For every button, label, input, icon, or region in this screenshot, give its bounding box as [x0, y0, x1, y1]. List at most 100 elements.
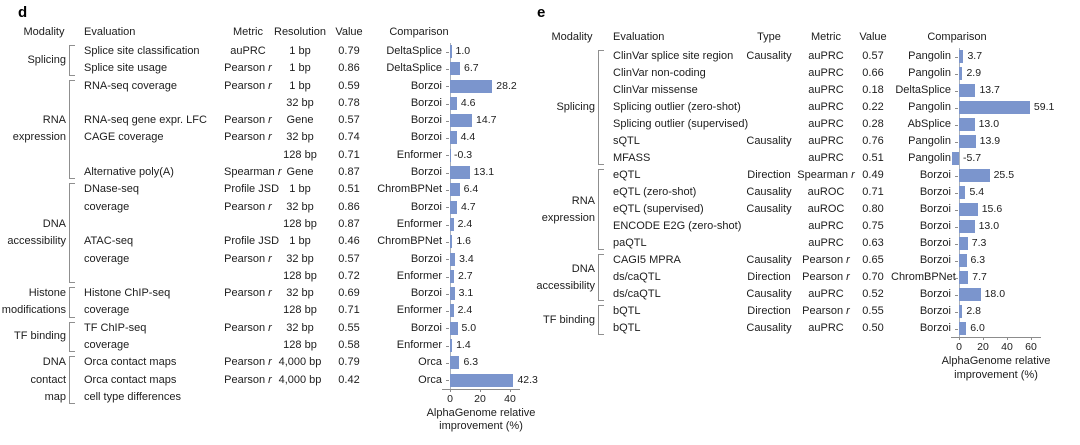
category-tick: [446, 86, 449, 88]
metric-cell: auPRC: [808, 288, 844, 300]
comparison-cell: Borzoi: [410, 166, 442, 179]
value-cell: 0.80: [862, 203, 884, 215]
panel-d-grid: Modality Evaluation Metric Resolution Value C…: [2, 22, 538, 432]
bar-value-label: 3.4: [459, 252, 474, 265]
evaluation-cell: coverage: [84, 304, 130, 317]
category-tick: [446, 345, 449, 347]
category-tick: [955, 243, 958, 245]
modality-label-text: DNA accessibility: [7, 217, 67, 248]
bar-row: -0.3: [442, 146, 532, 165]
evaluation-cell: ATAC-seq: [84, 235, 134, 248]
bar-row: 13.1: [442, 164, 532, 182]
panel-d: d Modality Evaluation Metric Resolution Valu…: [2, 0, 538, 432]
bar-value-label: 25.5: [993, 169, 1015, 181]
bar-row: 13.9: [951, 133, 1053, 150]
improvement-bar: [450, 131, 457, 145]
modality-label: DNA contact map: [10, 354, 66, 406]
bar-row: 7.7: [951, 269, 1053, 286]
evaluation-cell: TF ChIP-seq: [84, 321, 147, 334]
type-cell: Causality: [746, 203, 792, 215]
category-tick: [955, 175, 958, 177]
comparison-cell: Orca: [418, 356, 442, 369]
value-cell: 0.22: [862, 101, 884, 113]
evaluation-cell: Splicing outlier (supervised): [613, 118, 749, 130]
category-tick: [446, 155, 449, 157]
bar-row: 4.4: [442, 129, 532, 147]
improvement-bar: [450, 96, 457, 110]
comparison-cell: Borzoi: [919, 220, 951, 232]
group-bracket: [69, 45, 75, 76]
comparison-cell: Pangolin: [908, 50, 951, 62]
metric-cell: auROC: [807, 186, 845, 198]
improvement-bar: [959, 237, 968, 250]
resolution-cell: 4,000 bp: [278, 356, 322, 369]
bar-row: 42.3: [442, 371, 538, 389]
modality-label-text: TF binding: [543, 313, 595, 326]
x-axis-tick: [983, 337, 984, 340]
comparison-cell: Orca: [418, 373, 442, 386]
bar-value-label: 13.7: [979, 84, 1000, 96]
bar-value-label: 1.0: [455, 45, 471, 57]
comparison-cell: Borzoi: [410, 96, 442, 109]
bar-value-label: 6.3: [970, 254, 986, 266]
bar-row: 13.0: [951, 218, 1053, 235]
bar-value-label: 2.4: [457, 304, 473, 317]
figure-panels-d-e: d Modality Evaluation Metric Resolution Valu…: [2, 0, 1055, 432]
improvement-bar: [959, 84, 976, 97]
comparison-cell: Pangolin: [908, 152, 951, 164]
comparison-cell: DeltaSplice: [895, 84, 951, 96]
type-cell: Direction: [747, 271, 791, 283]
bar-row: 14.7: [442, 112, 532, 130]
bar-value-label: -0.3: [454, 148, 473, 161]
metric-cell: auPRC: [808, 118, 844, 130]
comparison-cell: AbSplice: [907, 118, 951, 130]
category-tick: [955, 277, 958, 279]
comparison-cell: DeltaSplice: [386, 45, 442, 57]
category-tick: [446, 328, 449, 330]
metric-cell: Spearman r: [797, 169, 855, 181]
bar-value-label: 13.0: [978, 220, 1000, 232]
bar-row: 2.4: [442, 215, 532, 234]
bar-row: 59.1: [951, 99, 1054, 116]
metric-cell: Spearman r: [224, 166, 282, 179]
improvement-bar: [959, 118, 975, 131]
category-tick: [446, 190, 449, 192]
improvement-bar: [450, 62, 461, 76]
zero-axis-line: [959, 150, 960, 167]
value-cell: 0.86: [338, 62, 360, 75]
value-cell: 0.79: [338, 45, 360, 57]
bar-value-label: 13.9: [979, 135, 1001, 147]
bar-row: 3.1: [442, 285, 532, 303]
bar-value-label: 5.4: [969, 186, 985, 198]
comparison-cell: Borzoi: [919, 254, 951, 266]
evaluation-cell: paQTL: [613, 237, 647, 249]
value-cell: 0.59: [338, 79, 360, 92]
comparison-cell: Enformer: [396, 269, 442, 282]
bar-value-label: 6.7: [464, 62, 479, 75]
bar-row: 1.4: [442, 337, 532, 355]
group-bracket: [69, 183, 75, 284]
improvement-bar: [450, 166, 470, 180]
column-header-value: Value: [859, 31, 887, 43]
bar-value-label: 2.9: [966, 67, 982, 79]
improvement-bar: [450, 339, 453, 353]
comparison-cell: Pangolin: [908, 135, 951, 147]
comparison-cell: Borzoi: [410, 252, 442, 265]
value-cell: 0.57: [338, 114, 360, 127]
bar-value-label: 4.6: [460, 96, 476, 109]
bar-row: 7.3: [951, 235, 1053, 252]
resolution-cell: 1 bp: [289, 45, 311, 57]
bar-value-label: 13.1: [473, 166, 495, 179]
x-axis: 0 20 40 60 AlphaGenome relative improvement (…: [942, 337, 1053, 397]
value-cell: 0.58: [338, 339, 360, 352]
improvement-bar: [450, 217, 454, 231]
resolution-cell: 32 bp: [286, 287, 314, 300]
x-axis-tick: [1007, 337, 1008, 340]
column-header-value: Value: [335, 26, 363, 38]
comparison-cell: Enformer: [396, 339, 442, 352]
improvement-bar: [450, 321, 458, 335]
improvement-bar: [959, 101, 1030, 114]
group-bracket: [598, 50, 604, 165]
bar-row: 15.6: [951, 201, 1053, 218]
value-cell: 0.79: [338, 356, 360, 369]
